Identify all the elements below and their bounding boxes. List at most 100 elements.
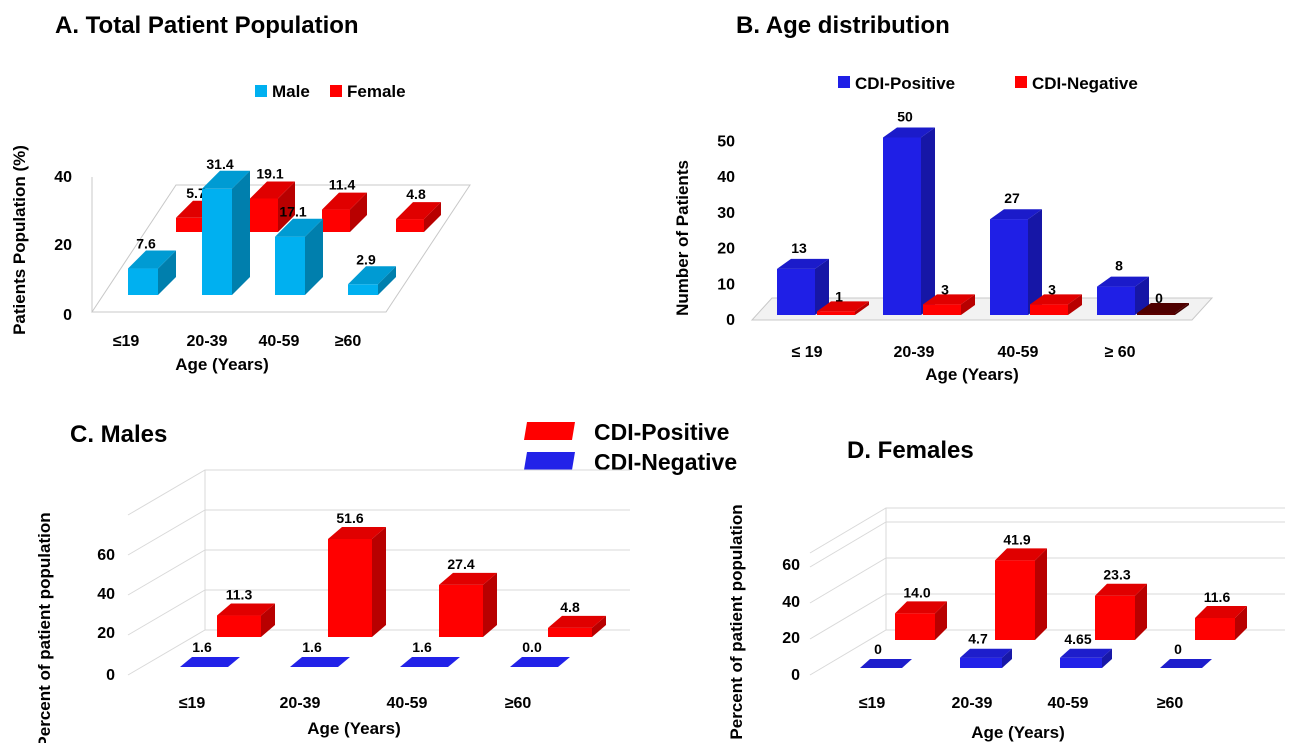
panel-c-category-label: ≤19 — [179, 695, 206, 712]
panel-b-category-label: ≥ 60 — [1104, 344, 1135, 361]
panel-b-bar-cdi-negative — [1030, 294, 1082, 315]
panel-c-bar-cdi-negative — [290, 657, 350, 667]
panel-a-label-female: 19.1 — [256, 165, 283, 181]
panel-c-ylabel-line1: Percent of patient population — [35, 512, 54, 743]
panel-d-bar-cdi-positive — [1095, 583, 1147, 640]
panel-c-category-label: 20-39 — [280, 695, 321, 712]
legend-swatch-male — [255, 85, 267, 97]
panel-a-label-female: 4.8 — [406, 186, 426, 202]
panel-c-ytick: 60 — [97, 547, 115, 564]
panel-d-ylabel-line1: Percent of patient population — [727, 504, 746, 739]
panel-d-bar-cdi-negative — [860, 659, 912, 668]
panel-c-label-cdi-positive: 51.6 — [336, 510, 363, 526]
shared-legend-swatch-cdi-negative — [524, 452, 575, 470]
panel-c-bars: 1.6 1.6 1.6 0.0 11.3 51.6 27.4 4.8 — [180, 510, 606, 667]
panel-a-ytick: 0 — [63, 307, 72, 324]
panel-b-bar-cdi-positive — [883, 127, 935, 315]
panel-b-label-cdi-positive: 13 — [791, 240, 807, 256]
panel-b-ytick: 20 — [717, 241, 735, 258]
panel-a-legend: Male Female — [255, 82, 406, 101]
panel-b-ytick: 10 — [717, 276, 735, 293]
panel-c-label-cdi-positive: 27.4 — [447, 556, 474, 572]
panel-c: C. Males Percent of patient population A… — [35, 421, 630, 743]
panel-a-categories: ≤19 20-39 40-59 ≥60 — [113, 333, 362, 350]
shared-legend-swatch-cdi-positive — [524, 422, 575, 440]
shared-legend-label-cdi-negative: CDI-Negative — [594, 449, 737, 475]
panel-c-bar-cdi-negative — [180, 657, 240, 667]
panel-d-bars: 0 4.7 4.65 0 14.0 41.9 23.3 11.6 — [860, 531, 1247, 668]
panel-a-category-label: ≥60 — [335, 333, 362, 350]
panel-c-ylabel: Percent of patient population — [35, 512, 54, 743]
panel-c-ytick: 0 — [106, 667, 115, 684]
panel-a-bar-female — [322, 192, 367, 232]
panel-c-categories: ≤19 20-39 40-59 ≥60 — [179, 695, 532, 712]
panel-c-ytick: 40 — [97, 586, 115, 603]
panel-b-category-label: 40-59 — [998, 344, 1039, 361]
panel-a-title: A. Total Patient Population — [55, 12, 359, 39]
panel-d-title: D. Females — [847, 437, 974, 464]
panel-a-xlabel: Age (Years) — [175, 355, 269, 374]
panel-a-label-male: 2.9 — [356, 251, 376, 267]
panel-a-ytick: 40 — [54, 169, 72, 186]
panel-a-label-female: 11.4 — [329, 177, 356, 193]
legend-label-cdi-positive: CDI-Positive — [855, 74, 955, 93]
panel-c-category-label: 40-59 — [387, 695, 428, 712]
panel-d-ytick: 20 — [782, 630, 800, 647]
panel-b-ytick: 30 — [717, 205, 735, 222]
panel-a-category-label: 20-39 — [187, 333, 228, 350]
panel-c-bar-cdi-positive — [439, 572, 497, 637]
shared-legend-label-cdi-positive: CDI-Positive — [594, 419, 729, 445]
panel-b-label-cdi-negative: 3 — [941, 281, 949, 297]
panel-d-label-cdi-positive: 23.3 — [1103, 567, 1130, 583]
panel-b-ylabel: Number of Patients — [673, 160, 692, 316]
panel-c-xlabel: Age (Years) — [307, 719, 401, 738]
panel-d-ytick: 60 — [782, 557, 800, 574]
panel-a-category-label: ≤19 — [113, 333, 140, 350]
panel-d-label-cdi-positive: 41.9 — [1003, 531, 1030, 547]
panel-d-bar-cdi-positive — [1195, 606, 1247, 640]
legend-swatch-cdi-positive — [838, 76, 850, 88]
panel-d-ytick: 40 — [782, 594, 800, 611]
legend-label-female: Female — [347, 82, 406, 101]
panel-d-category-label: ≤19 — [859, 695, 886, 712]
panel-c-category-label: ≥60 — [505, 695, 532, 712]
panel-c-label-cdi-positive: 11.3 — [226, 587, 253, 603]
panel-a-label-male: 31.4 — [206, 156, 233, 172]
panel-b-label-cdi-positive: 8 — [1115, 258, 1123, 274]
panel-b-label-cdi-positive: 50 — [897, 109, 913, 125]
panel-b-category-label: 20-39 — [894, 344, 935, 361]
panel-d: D. Females Percent of patient population… — [727, 437, 1285, 742]
panel-b-label-cdi-negative: 1 — [835, 288, 843, 304]
panel-a-ytick: 20 — [54, 237, 72, 254]
panel-a-label-male: 17.1 — [279, 204, 306, 220]
shared-legend: CDI-Positive CDI-Negative — [524, 419, 737, 475]
panel-d-category-label: 40-59 — [1048, 695, 1089, 712]
panel-c-bar-cdi-positive — [217, 603, 275, 637]
panel-c-bar-cdi-positive — [328, 527, 386, 637]
panel-b-label-cdi-negative: 0 — [1155, 290, 1163, 306]
panel-d-grid — [809, 507, 1285, 676]
panel-a-ylabel: Patients Population (%) — [10, 145, 29, 335]
panel-c-bar-cdi-positive — [548, 615, 606, 637]
panel-b-bar-cdi-positive — [990, 209, 1042, 315]
panel-b-ytick: 0 — [726, 312, 735, 329]
panel-a-bar-male — [202, 170, 250, 295]
panel-b-ytick: 40 — [717, 169, 735, 186]
panel-b-title: B. Age distribution — [736, 12, 950, 39]
panel-a-bar-male — [275, 218, 323, 295]
panel-c-title: C. Males — [70, 421, 167, 448]
panel-a-label-female: 5.7 — [186, 185, 206, 201]
panel-a: A. Total Patient Population Male Female … — [10, 12, 471, 374]
panel-d-category-label: 20-39 — [952, 695, 993, 712]
panel-c-label-cdi-negative: 1.6 — [302, 639, 322, 655]
panel-b-bar-cdi-negative — [817, 301, 869, 315]
panel-c-bar-cdi-negative — [510, 657, 570, 667]
panel-d-bar-cdi-negative — [1060, 648, 1112, 668]
legend-label-cdi-negative: CDI-Negative — [1032, 74, 1138, 93]
panel-d-category-label: ≥60 — [1157, 695, 1184, 712]
panel-a-yticks: 0 20 40 — [54, 169, 72, 324]
panel-a-bar-male — [128, 250, 176, 295]
panel-c-bar-cdi-negative — [400, 657, 460, 667]
